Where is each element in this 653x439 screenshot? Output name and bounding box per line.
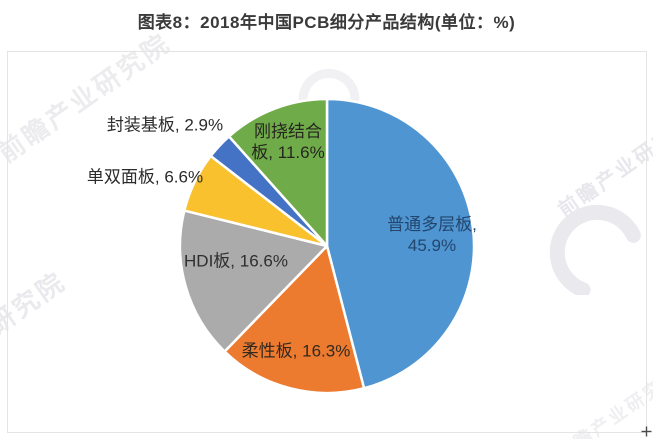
chart-title: 图表8：2018年中国PCB细分产品结构(单位：%)	[137, 13, 516, 32]
pie-label-single-double-sided: 单双面板, 6.6%	[86, 167, 204, 187]
pie-label-ic-substrate: 封装基板, 2.9%	[106, 115, 224, 135]
pie-slice-hdi-board	[178, 209, 329, 353]
watermark-logo-swirl-right	[549, 204, 641, 295]
plot-area-border	[7, 51, 647, 433]
corner-cross-mark	[641, 426, 652, 437]
pie-label-hdi-board: HDI板, 16.6%	[184, 251, 288, 271]
pie-label-flexible-board: 柔性板, 16.3%	[241, 341, 351, 361]
pie-label-ordinary-multilayer: 普通多层板, 45.9%	[387, 215, 477, 255]
pie-label-rigid-flex: 刚挠结合 板, 11.6%	[251, 122, 325, 162]
pie-slice-flexible-board	[223, 244, 366, 395]
pie-slice-ordinary-multilayer	[325, 97, 476, 390]
pie-slice-rigid-flex	[227, 97, 329, 248]
